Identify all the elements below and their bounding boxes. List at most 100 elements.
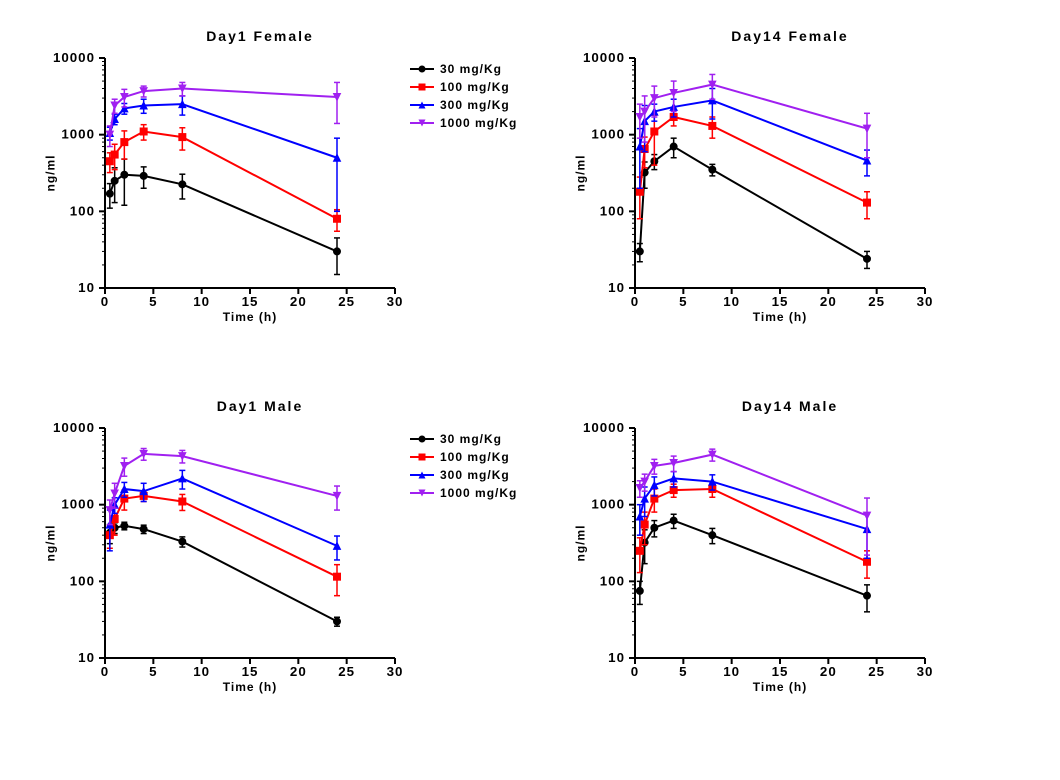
svg-text:20: 20 <box>290 294 307 309</box>
svg-text:15: 15 <box>772 294 789 309</box>
svg-text:100: 100 <box>600 573 625 588</box>
legend-swatch-icon <box>410 469 434 481</box>
svg-text:10000: 10000 <box>53 420 95 435</box>
panel-d14m: Day14 Maleng/ml0510152025301010010001000… <box>550 390 1060 760</box>
svg-text:1000: 1000 <box>591 497 625 512</box>
series-line-s30 <box>110 526 337 622</box>
svg-text:5: 5 <box>149 664 157 679</box>
legend-label: 1000 mg/Kg <box>440 486 517 500</box>
svg-text:1000: 1000 <box>61 497 95 512</box>
svg-text:10: 10 <box>193 664 210 679</box>
y-axis-label: ng/ml <box>40 58 60 288</box>
svg-text:10: 10 <box>608 280 625 295</box>
legend-label: 30 mg/Kg <box>440 432 502 446</box>
svg-text:15: 15 <box>772 664 789 679</box>
panel-d1f: Day1 Femaleng/ml051015202530101001000100… <box>20 20 550 390</box>
series-line-s30 <box>640 147 867 259</box>
legend-item-s100: 100 mg/Kg <box>410 80 517 94</box>
legend-item-s100: 100 mg/Kg <box>410 450 517 464</box>
legend-swatch-icon <box>410 487 434 499</box>
svg-text:10: 10 <box>193 294 210 309</box>
legend-label: 1000 mg/Kg <box>440 116 517 130</box>
plot-svg: 05101520253010100100010000 <box>105 428 396 659</box>
svg-text:30: 30 <box>917 294 934 309</box>
legend-label: 30 mg/Kg <box>440 62 502 76</box>
legend-label: 100 mg/Kg <box>440 450 510 464</box>
legend: 30 mg/Kg 100 mg/Kg 300 mg/Kg 1000 mg/Kg <box>410 62 517 134</box>
svg-text:25: 25 <box>338 294 355 309</box>
legend-label: 100 mg/Kg <box>440 80 510 94</box>
series-line-s100 <box>110 496 337 577</box>
svg-text:20: 20 <box>820 294 837 309</box>
svg-text:0: 0 <box>101 294 109 309</box>
legend-item-s300: 300 mg/Kg <box>410 468 517 482</box>
x-axis-label: Time (h) <box>635 310 925 324</box>
svg-text:10: 10 <box>608 650 625 665</box>
panel-title: Day14 Female <box>550 28 1030 44</box>
legend-swatch-icon <box>410 117 434 129</box>
svg-text:10: 10 <box>78 280 95 295</box>
svg-text:10: 10 <box>78 650 95 665</box>
svg-text:25: 25 <box>338 664 355 679</box>
svg-text:25: 25 <box>868 664 885 679</box>
y-axis-label: ng/ml <box>40 428 60 658</box>
svg-text:5: 5 <box>149 294 157 309</box>
svg-text:1000: 1000 <box>61 127 95 142</box>
plot-area: 05101520253010100100010000 <box>635 428 925 658</box>
series-line-s30 <box>640 521 867 596</box>
legend-item-s300: 300 mg/Kg <box>410 98 517 112</box>
legend: 30 mg/Kg 100 mg/Kg 300 mg/Kg 1000 mg/Kg <box>410 432 517 504</box>
plot-svg: 05101520253010100100010000 <box>105 58 396 289</box>
x-axis-label: Time (h) <box>105 680 395 694</box>
svg-text:5: 5 <box>679 664 687 679</box>
svg-text:10: 10 <box>723 664 740 679</box>
x-axis-label: Time (h) <box>105 310 395 324</box>
svg-text:0: 0 <box>631 664 639 679</box>
legend-swatch-icon <box>410 99 434 111</box>
y-axis-label: ng/ml <box>570 428 590 658</box>
svg-text:20: 20 <box>290 664 307 679</box>
svg-text:10000: 10000 <box>583 420 625 435</box>
legend-item-s1000: 1000 mg/Kg <box>410 486 517 500</box>
svg-text:15: 15 <box>242 664 259 679</box>
svg-text:15: 15 <box>242 294 259 309</box>
y-axis-label: ng/ml <box>570 58 590 288</box>
plot-area: 05101520253010100100010000 <box>105 428 395 658</box>
plot-area: 05101520253010100100010000 <box>635 58 925 288</box>
panel-title: Day1 Male <box>20 398 500 414</box>
svg-text:0: 0 <box>101 664 109 679</box>
legend-swatch-icon <box>410 451 434 463</box>
svg-text:30: 30 <box>917 664 934 679</box>
svg-text:100: 100 <box>70 573 95 588</box>
svg-text:10000: 10000 <box>583 50 625 65</box>
legend-item-s30: 30 mg/Kg <box>410 432 517 446</box>
panel-title: Day14 Male <box>550 398 1030 414</box>
legend-label: 300 mg/Kg <box>440 98 510 112</box>
series-line-s100 <box>640 117 867 203</box>
legend-swatch-icon <box>410 63 434 75</box>
legend-swatch-icon <box>410 433 434 445</box>
chart-grid: Day1 Femaleng/ml051015202530101001000100… <box>20 20 1040 760</box>
svg-text:100: 100 <box>600 203 625 218</box>
svg-text:10: 10 <box>723 294 740 309</box>
x-axis-label: Time (h) <box>635 680 925 694</box>
legend-label: 300 mg/Kg <box>440 468 510 482</box>
legend-item-s1000: 1000 mg/Kg <box>410 116 517 130</box>
panel-d1m: Day1 Maleng/ml05101520253010100100010000… <box>20 390 550 760</box>
svg-text:0: 0 <box>631 294 639 309</box>
legend-swatch-icon <box>410 81 434 93</box>
plot-area: 05101520253010100100010000 <box>105 58 395 288</box>
svg-text:20: 20 <box>820 664 837 679</box>
svg-text:100: 100 <box>70 203 95 218</box>
plot-svg: 05101520253010100100010000 <box>635 58 926 289</box>
svg-text:25: 25 <box>868 294 885 309</box>
svg-text:30: 30 <box>387 664 404 679</box>
svg-text:10000: 10000 <box>53 50 95 65</box>
svg-text:5: 5 <box>679 294 687 309</box>
panel-d14f: Day14 Femaleng/ml05101520253010100100010… <box>550 20 1060 390</box>
plot-svg: 05101520253010100100010000 <box>635 428 926 659</box>
svg-text:1000: 1000 <box>591 127 625 142</box>
legend-item-s30: 30 mg/Kg <box>410 62 517 76</box>
svg-text:30: 30 <box>387 294 404 309</box>
panel-title: Day1 Female <box>20 28 500 44</box>
